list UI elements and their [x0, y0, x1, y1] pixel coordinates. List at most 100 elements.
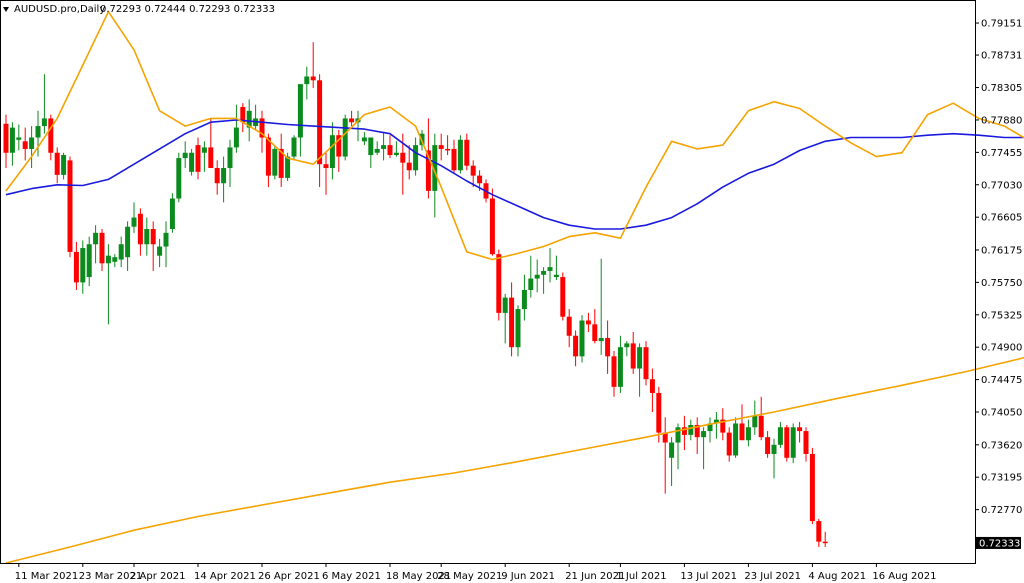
candle-body	[701, 431, 707, 438]
candle	[240, 103, 246, 133]
candle	[765, 431, 771, 458]
candle	[105, 244, 111, 325]
candle-body	[579, 320, 585, 357]
candle-body	[189, 152, 195, 172]
candle	[726, 427, 732, 462]
candle	[809, 447, 815, 525]
candle	[720, 408, 726, 441]
moving-averages-layer	[5, 10, 1024, 564]
candle-body	[272, 148, 278, 176]
x-tick-label: 14 Apr 2021	[194, 571, 256, 582]
candle-body	[477, 175, 483, 184]
candle-body	[317, 80, 323, 165]
candle-body	[605, 338, 611, 357]
candle	[521, 274, 527, 321]
candle	[99, 229, 105, 271]
y-tick-label: 0.78305	[981, 83, 1022, 94]
header-ohlc: 0.72293 0.72444 0.72293 0.72333	[100, 4, 275, 15]
candle-body	[765, 437, 771, 454]
candle-body	[573, 335, 579, 357]
candle-body	[777, 427, 783, 445]
candle-body	[323, 164, 329, 168]
candle-body	[822, 541, 828, 544]
candle	[457, 135, 463, 174]
candle-body	[35, 126, 41, 138]
y-tick-label: 0.76175	[981, 245, 1022, 256]
candle	[73, 241, 79, 291]
y-tick-label: 0.77880	[981, 115, 1022, 126]
candle-body	[259, 118, 265, 138]
candle	[637, 343, 643, 397]
candle	[752, 400, 758, 435]
candle	[592, 309, 598, 344]
candle-body	[675, 427, 681, 443]
candle-body	[560, 277, 566, 317]
candle-body	[144, 229, 150, 245]
candle-body	[265, 137, 271, 176]
candle	[515, 305, 521, 357]
candle-body	[733, 423, 739, 456]
y-tick-label: 0.74900	[981, 343, 1022, 354]
x-tick-label: 6 May 2021	[322, 571, 381, 582]
candle	[470, 160, 476, 188]
candle	[464, 133, 470, 171]
candle-body	[425, 150, 431, 191]
candle	[329, 122, 335, 180]
y-tick-label: 0.74475	[981, 375, 1022, 386]
candle-body	[381, 145, 387, 149]
candle	[3, 114, 9, 168]
candle	[310, 42, 316, 88]
candle	[227, 139, 233, 188]
candle	[598, 258, 604, 355]
candle-body	[809, 453, 815, 522]
y-tick-label: 0.72770	[981, 505, 1022, 516]
x-tick-label: 1 Jul 2021	[616, 571, 666, 582]
candle	[579, 315, 585, 363]
candle	[822, 531, 828, 547]
candle-body	[541, 270, 547, 275]
candle	[54, 147, 60, 184]
candle-body	[393, 152, 399, 156]
candle-body	[630, 343, 636, 369]
candle-body	[688, 424, 694, 435]
candle	[656, 386, 662, 443]
candle-body	[515, 309, 521, 348]
candle	[560, 272, 566, 321]
candle	[150, 221, 156, 271]
candle	[265, 133, 271, 188]
candle	[93, 225, 99, 264]
candle	[48, 114, 54, 161]
candle-body	[451, 148, 457, 171]
candle	[553, 255, 559, 281]
candle-body	[637, 347, 643, 369]
y-tick-label: 0.73620	[981, 440, 1022, 451]
candle-body	[432, 145, 438, 191]
candle-body	[528, 278, 534, 291]
candle-body	[681, 427, 687, 435]
candle-body	[336, 135, 342, 157]
candle	[381, 132, 387, 161]
y-tick-label: 0.76605	[981, 213, 1022, 224]
candle-body	[105, 255, 111, 264]
candle-body	[643, 347, 649, 380]
candle	[67, 156, 73, 258]
x-tick-label: 2 Apr 2021	[130, 571, 185, 582]
candle-body	[553, 274, 559, 278]
y-tick-label: 0.73195	[981, 473, 1022, 484]
candle	[489, 188, 495, 256]
candle	[502, 293, 508, 344]
candle	[137, 208, 143, 256]
candle-body	[617, 347, 623, 387]
collapse-triangle-icon[interactable]	[3, 7, 9, 12]
candle-body	[611, 356, 617, 387]
price-axis: 0.79151 0.78731 0.78305 0.77880 0.77455 0.770…	[975, 19, 1022, 549]
candle	[125, 221, 131, 271]
candle	[816, 518, 822, 547]
candle-body	[816, 521, 822, 542]
candle	[797, 421, 803, 443]
candle	[29, 126, 35, 168]
candle-body	[790, 427, 796, 458]
candle	[22, 127, 28, 161]
candle	[336, 129, 342, 172]
header-symbol: AUDUSD.pro,Daily	[14, 4, 105, 15]
